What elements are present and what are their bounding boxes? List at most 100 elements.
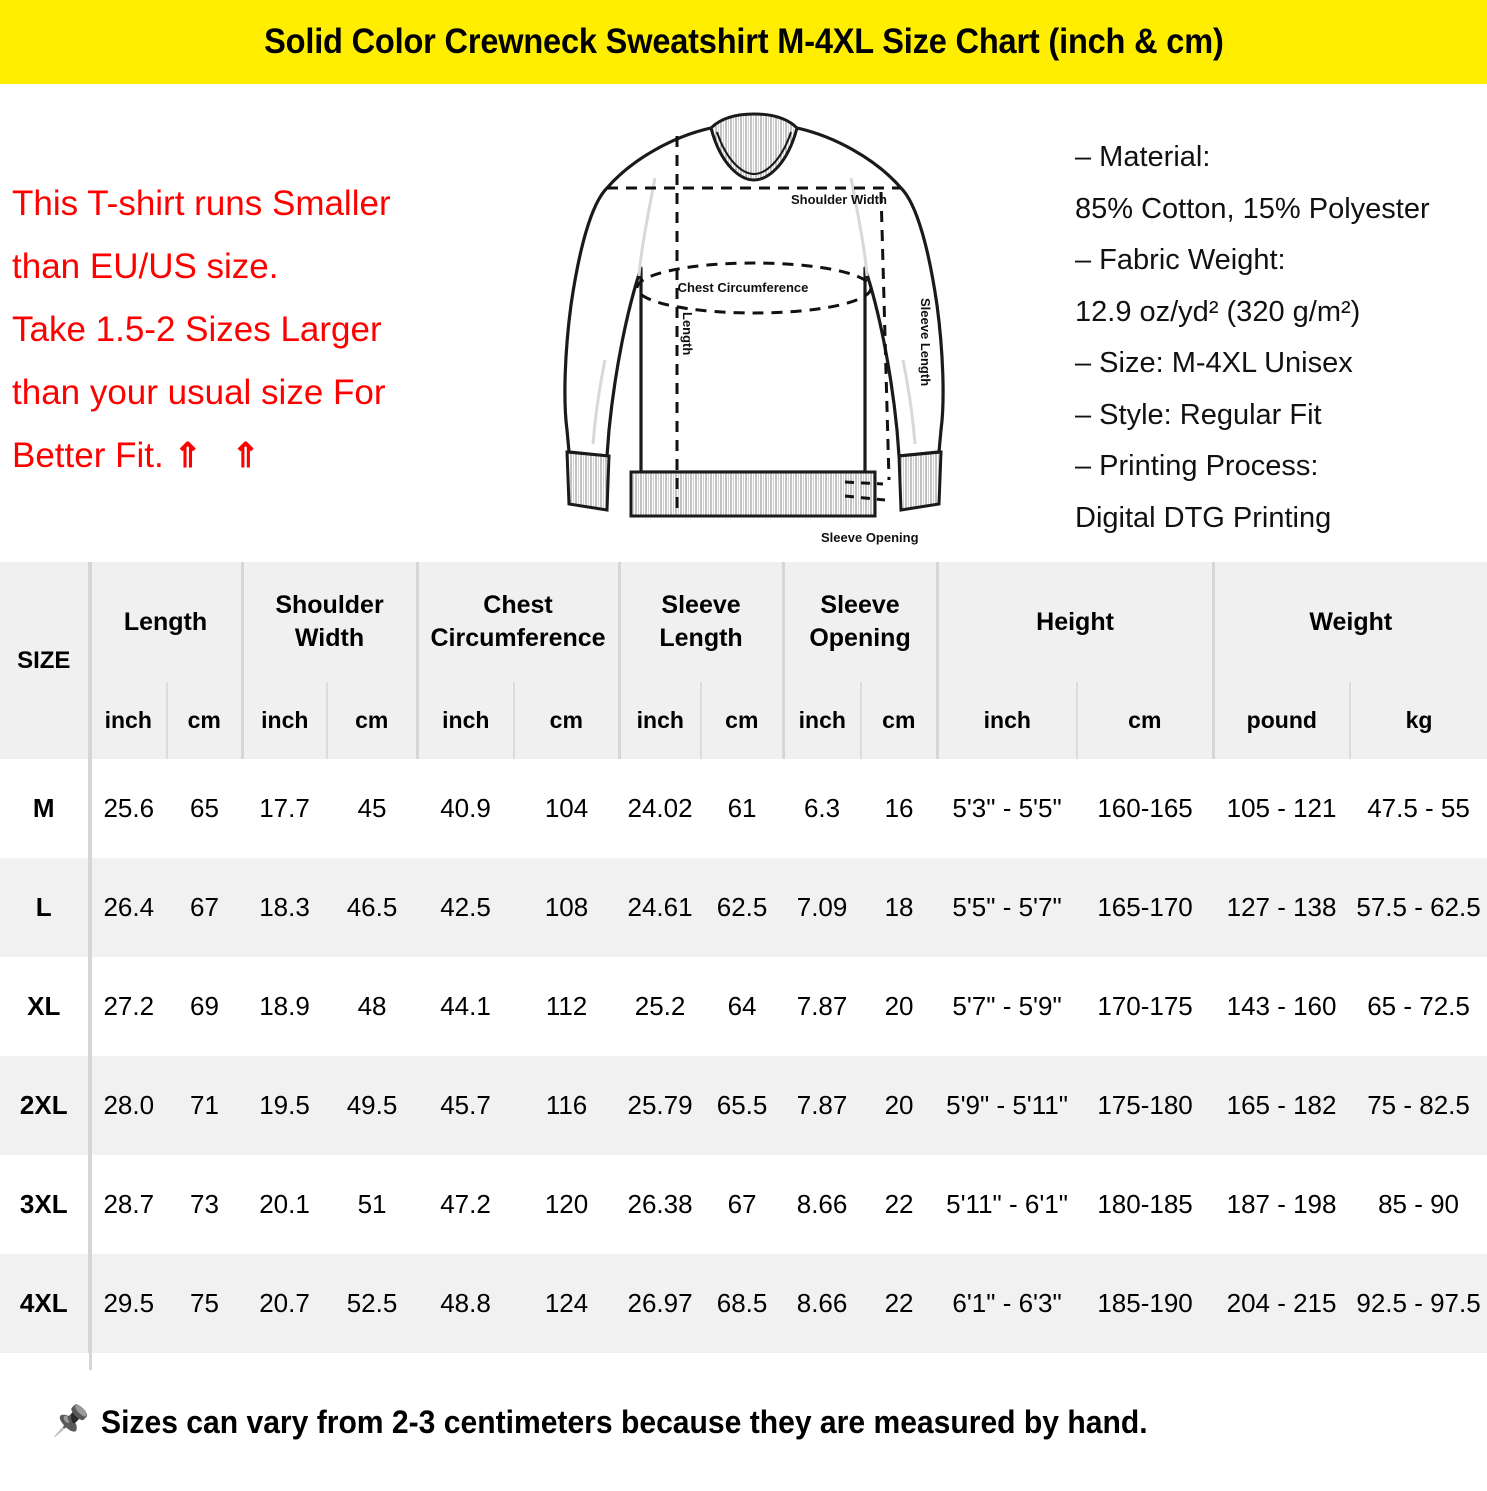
cell: 45.7 [417, 1056, 515, 1155]
cell: 67 [701, 1155, 784, 1254]
cell: 8.66 [783, 1254, 862, 1353]
cell: 175-180 [1077, 1056, 1214, 1155]
header-group-shoulder-width: Shoulder Width [240, 562, 418, 682]
footer-note: 📌 Sizes can vary from 2-3 centimeters be… [0, 1400, 1487, 1491]
cell: 6'1" - 6'3" [937, 1254, 1078, 1353]
cell: 24.61 [619, 858, 702, 957]
header-unit-sleeve-length-inch: inch [617, 682, 702, 759]
table-header-unit-row: inch cm inch cm inch cm inch cm inch cm … [0, 682, 1487, 759]
cell: 6.3 [783, 759, 862, 858]
header-group-weight: Weight [1211, 562, 1487, 682]
cell: 26.4 [89, 858, 167, 957]
cell: 5'7" - 5'9" [937, 957, 1078, 1056]
cell: 28.7 [89, 1155, 167, 1254]
row-size-label: L [0, 858, 91, 957]
cell: 47.2 [417, 1155, 515, 1254]
cell: 104 [514, 759, 620, 858]
row-size-label: 3XL [0, 1155, 91, 1254]
cell: 22 [861, 1155, 938, 1254]
header-unit-height-inch: inch [935, 682, 1078, 759]
cell: 49.5 [327, 1056, 418, 1155]
header-unit-weight-pound: pound [1211, 682, 1351, 759]
header-unit-shoulder-cm: cm [326, 682, 418, 759]
cell: 124 [514, 1254, 620, 1353]
warning-line-5: Better Fit. ⇑ ⇑ [12, 424, 512, 488]
cell: 25.2 [619, 957, 702, 1056]
cell: 112 [514, 957, 620, 1056]
warning-line-2: than EU/US size. [12, 247, 279, 286]
cell: 143 - 160 [1213, 957, 1351, 1056]
info-band: This T-shirt runs Smaller than EU/US siz… [0, 84, 1487, 562]
table-row: 2XL 28.0 71 19.5 49.5 45.7 116 25.79 65.… [0, 1056, 1487, 1155]
cell: 42.5 [417, 858, 515, 957]
cell: 5'9" - 5'11" [937, 1056, 1078, 1155]
cell: 75 [167, 1254, 243, 1353]
arrow-up-icon: ⇑ ⇑ [173, 437, 270, 475]
cell: 48 [327, 957, 418, 1056]
garment-diagram: Shoulder Width Chest Circumference Lengt… [545, 100, 975, 555]
cell: 8.66 [783, 1155, 862, 1254]
product-specs: – Material: 85% Cotton, 15% Polyester – … [1075, 132, 1487, 544]
warning-line-1: This T-shirt runs Smaller [12, 184, 391, 223]
table-head: SIZE Length Shoulder Width Chest Circumf… [0, 562, 1487, 759]
spec-line-6: – Style: Regular Fit [1075, 398, 1322, 431]
spec-line-2: 85% Cotton, 15% Polyester [1075, 192, 1430, 225]
cell: 27.2 [89, 957, 167, 1056]
size-column-divider [89, 562, 92, 1370]
cell: 57.5 - 62.5 [1350, 858, 1487, 957]
cell: 160-165 [1077, 759, 1214, 858]
cell: 65 [167, 759, 243, 858]
cell: 69 [167, 957, 243, 1056]
cell: 116 [514, 1056, 620, 1155]
title-banner: Solid Color Crewneck Sweatshirt M-4XL Si… [0, 0, 1487, 84]
cell: 22 [861, 1254, 938, 1353]
cell: 62.5 [701, 858, 784, 957]
header-unit-sleeve-opening-cm: cm [860, 682, 938, 759]
cell: 68.5 [701, 1254, 784, 1353]
page-title: Solid Color Crewneck Sweatshirt M-4XL Si… [263, 22, 1224, 61]
cell: 165 - 182 [1213, 1056, 1351, 1155]
header-group-sleeve-length: Sleeve Length [617, 562, 784, 682]
cell: 18 [861, 858, 938, 957]
cell: 65 - 72.5 [1350, 957, 1487, 1056]
cell: 16 [861, 759, 938, 858]
header-size: SIZE [0, 562, 89, 759]
cell: 40.9 [417, 759, 515, 858]
table-row: XL 27.2 69 18.9 48 44.1 112 25.2 64 7.87… [0, 957, 1487, 1056]
cell: 29.5 [89, 1254, 167, 1353]
cell: 85 - 90 [1350, 1155, 1487, 1254]
cell: 20.1 [242, 1155, 328, 1254]
cell: 18.9 [242, 957, 328, 1056]
cell: 73 [167, 1155, 243, 1254]
cell: 28.0 [89, 1056, 167, 1155]
cell: 64 [701, 957, 784, 1056]
cell: 25.79 [619, 1056, 702, 1155]
cell: 51 [327, 1155, 418, 1254]
cell: 105 - 121 [1213, 759, 1351, 858]
spec-line-1: – Material: [1075, 141, 1211, 173]
diagram-label-shoulder-width: Shoulder Width [791, 192, 887, 207]
cell: 44.1 [417, 957, 515, 1056]
table-row: 4XL 29.5 75 20.7 52.5 48.8 124 26.97 68.… [0, 1254, 1487, 1353]
table-row: L 26.4 67 18.3 46.5 42.5 108 24.61 62.5 … [0, 858, 1487, 957]
cell: 204 - 215 [1213, 1254, 1351, 1353]
cell: 19.5 [242, 1056, 328, 1155]
cell: 48.8 [417, 1254, 515, 1353]
cell: 185-190 [1077, 1254, 1214, 1353]
header-unit-length-cm: cm [165, 682, 243, 759]
header-group-height: Height [935, 562, 1214, 682]
table-row: 3XL 28.7 73 20.1 51 47.2 120 26.38 67 8.… [0, 1155, 1487, 1254]
header-group-chest-circumference: Chest Circumference [415, 562, 620, 682]
footer-note-text: Sizes can vary from 2-3 centimeters beca… [101, 1404, 1148, 1440]
cell: 25.6 [89, 759, 167, 858]
diagram-label-sleeve-length: Sleeve Length [918, 298, 933, 386]
cell: 5'3" - 5'5" [937, 759, 1078, 858]
cell: 108 [514, 858, 620, 957]
cell: 5'5" - 5'7" [937, 858, 1078, 957]
header-unit-chest-cm: cm [513, 682, 620, 759]
spec-line-3: – Fabric Weight: [1075, 244, 1286, 276]
cell: 26.38 [619, 1155, 702, 1254]
row-size-label: 2XL [0, 1056, 91, 1155]
cell: 7.09 [783, 858, 862, 957]
cell: 71 [167, 1056, 243, 1155]
